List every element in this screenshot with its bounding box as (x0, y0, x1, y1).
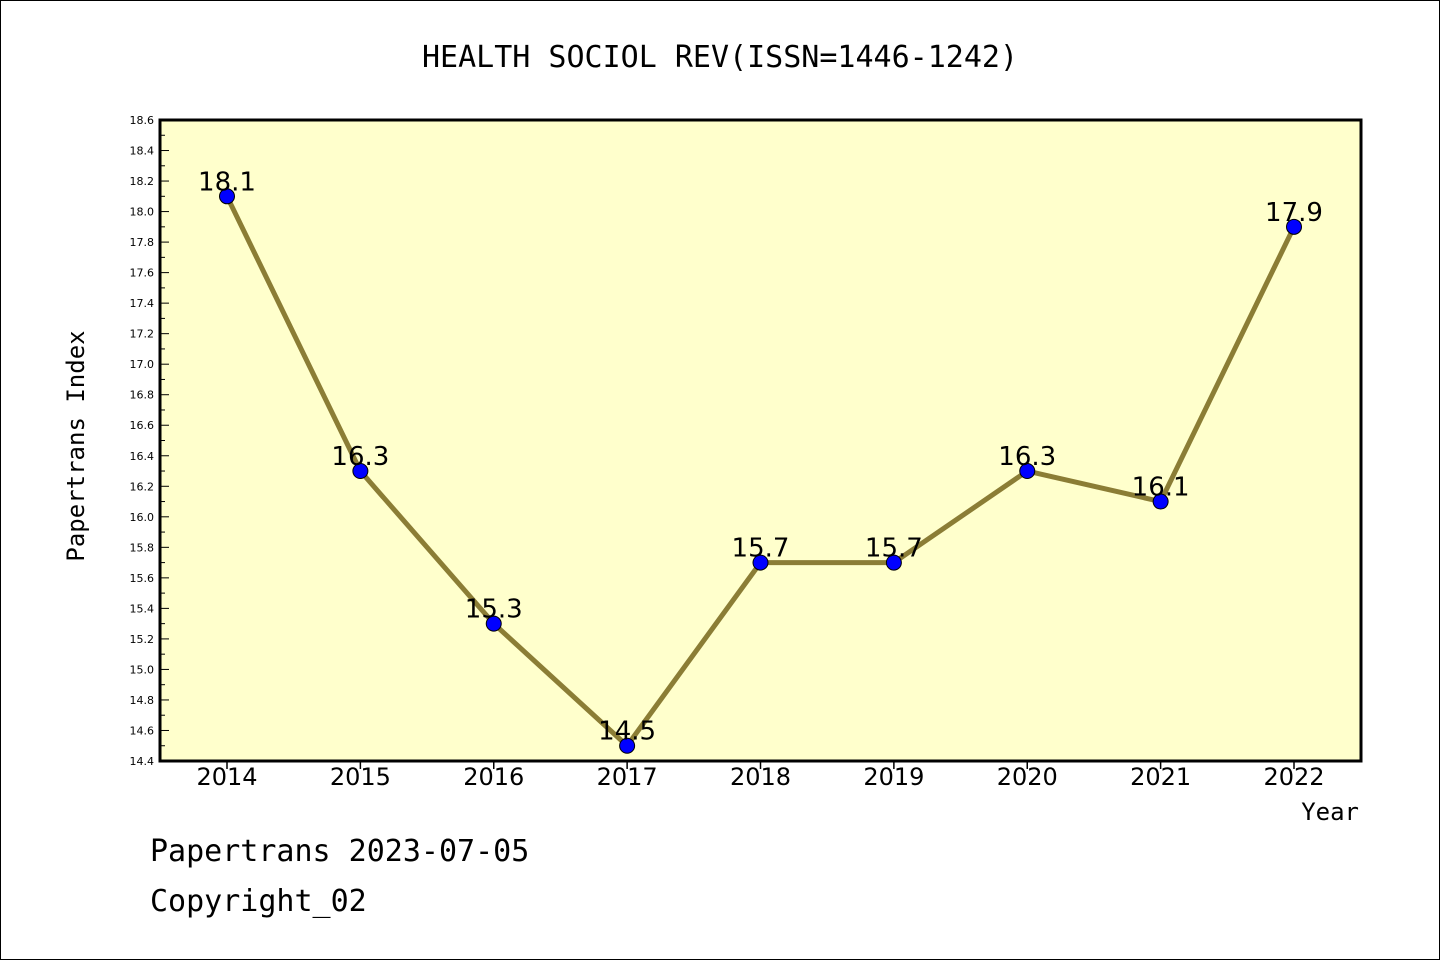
plot-area (158, 118, 1363, 763)
data-labels-group: 18.1 16.3 15.3 14.5 15.7 15.7 16.3 16.1 17.9 (198, 167, 1323, 746)
footer-date-line: Papertrans 2023-07-05 (150, 834, 530, 869)
x-tick-label: 2017 (597, 763, 658, 791)
y-tick-label: 15.0 (130, 663, 155, 676)
y-tick-label: 16.4 (130, 450, 155, 463)
y-tick-label: 17.6 (130, 267, 155, 280)
data-point-marker (1019, 463, 1036, 480)
data-point-marker (752, 554, 769, 571)
data-label: 16.3 (998, 442, 1056, 472)
x-tick-label: 2014 (196, 763, 257, 791)
y-tick-label: 18.4 (130, 145, 155, 158)
data-point-marker (219, 188, 235, 205)
x-tick-label: 2015 (330, 763, 391, 791)
y-axis-title: Papertrans Index (62, 330, 90, 561)
y-tick-label: 17.8 (130, 236, 155, 249)
data-label: 16.3 (331, 442, 389, 472)
footer-copyright: Copyright_02 (150, 884, 367, 919)
data-label: 15.7 (732, 534, 790, 564)
data-point-marker (1152, 493, 1169, 510)
y-tick-label: 16.6 (130, 419, 155, 432)
y-tick-label: 15.4 (130, 602, 155, 615)
y-tick-label: 18.0 (130, 206, 155, 219)
data-label: 17.9 (1265, 198, 1323, 228)
data-point-marker (485, 615, 502, 632)
data-label: 15.7 (865, 534, 923, 564)
data-label: 18.1 (198, 167, 256, 197)
y-tick-label: 17.0 (130, 358, 155, 371)
x-tick-label: 2022 (1263, 763, 1324, 791)
y-tick-label: 14.8 (130, 694, 155, 707)
x-tick-label: 2020 (997, 763, 1058, 791)
y-tick-label: 14.6 (130, 724, 155, 737)
y-tick-label: 14.4 (130, 755, 155, 768)
data-point-marker (1286, 218, 1302, 235)
y-tick-label: 18.6 (130, 114, 155, 127)
y-tick-label: 17.4 (130, 297, 155, 310)
y-tick-label: 15.2 (130, 633, 155, 646)
x-tick-label: 2016 (463, 763, 524, 791)
y-axis: 14.4 14.6 14.8 15.0 15.2 15.4 15.6 15.8 16.0 16.2… (130, 114, 169, 768)
y-tick-label: 15.8 (130, 541, 155, 554)
data-label: 16.1 (1132, 473, 1190, 503)
series-group (219, 188, 1302, 754)
y-tick-label: 16.2 (130, 480, 155, 493)
data-point-marker (352, 463, 369, 480)
x-axis-title: Year (1301, 798, 1359, 826)
x-tick-label: 2019 (863, 763, 924, 791)
y-tick-label: 17.2 (130, 328, 155, 341)
data-point-marker (619, 737, 636, 754)
y-tick-label: 18.2 (130, 175, 155, 188)
data-label: 14.5 (598, 717, 656, 747)
data-label: 15.3 (465, 595, 523, 625)
y-tick-label: 15.6 (130, 572, 155, 585)
data-point-marker (885, 554, 902, 571)
y-tick-label: 16.0 (130, 511, 155, 524)
x-axis: 2014 2015 2016 2017 2018 2019 2020 2021 2022 (196, 761, 1325, 791)
x-tick-label: 2021 (1130, 763, 1191, 791)
chart-title: HEALTH SOCIOL REV(ISSN=1446-1242) (422, 40, 1018, 75)
x-tick-label: 2018 (730, 763, 791, 791)
y-tick-label: 16.8 (130, 389, 155, 402)
